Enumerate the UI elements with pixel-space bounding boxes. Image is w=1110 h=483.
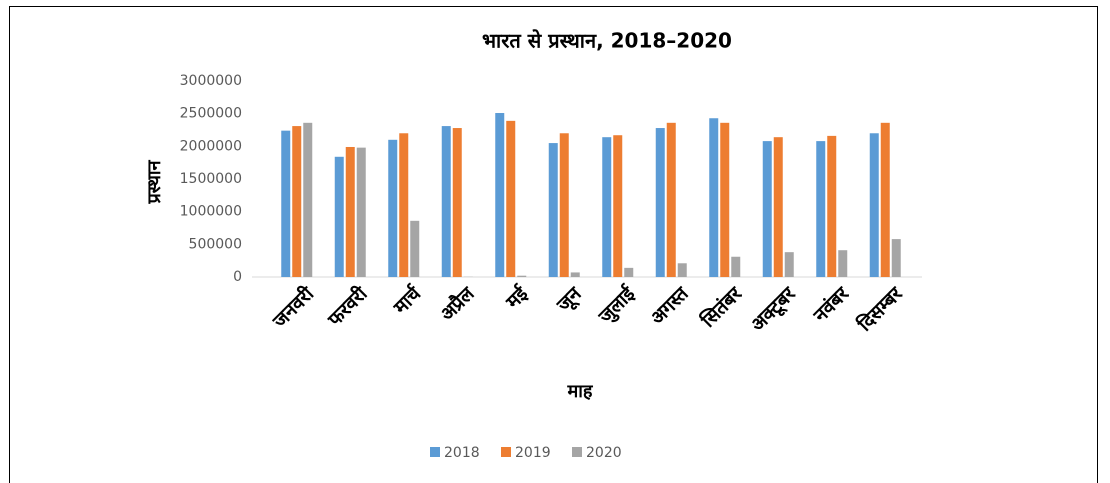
- bar: [506, 120, 516, 277]
- legend-swatch: [430, 447, 440, 457]
- bar: [709, 118, 719, 278]
- bar: [816, 141, 826, 277]
- bar: [334, 156, 344, 277]
- bar: [452, 128, 462, 277]
- bar: [303, 122, 313, 278]
- y-tick-label: 500000: [189, 236, 242, 252]
- y-tick-label: 2500000: [180, 106, 242, 122]
- bar: [281, 130, 291, 277]
- bar: [559, 133, 569, 277]
- bar: [655, 128, 665, 277]
- bar: [720, 122, 730, 278]
- bar: [410, 220, 420, 277]
- bar: [838, 250, 848, 277]
- bar: [602, 137, 612, 277]
- y-tick-label: 2000000: [180, 138, 242, 154]
- legend-label: 2019: [515, 445, 551, 461]
- bar: [495, 113, 505, 277]
- bar: [666, 122, 676, 278]
- bar: [827, 135, 837, 277]
- bar: [345, 146, 355, 277]
- bar: [399, 133, 409, 277]
- bar: [784, 252, 794, 277]
- chart-title: भारत से प्रस्थान, 2018–2020: [482, 29, 732, 53]
- bar: [762, 141, 772, 277]
- bar: [292, 126, 302, 277]
- bar: [356, 147, 366, 277]
- bar: [388, 139, 398, 277]
- y-axis-title: प्रस्थान: [144, 159, 165, 204]
- legend-swatch: [572, 447, 582, 457]
- legend-swatch: [501, 447, 511, 457]
- legend-label: 2018: [444, 445, 480, 461]
- bar: [441, 126, 451, 277]
- bar: [869, 133, 879, 277]
- bar: [624, 267, 634, 277]
- bar: [570, 272, 580, 277]
- y-tick-label: 0: [233, 269, 242, 285]
- x-axis-title: माह: [567, 381, 594, 402]
- y-tick-label: 1000000: [180, 204, 242, 220]
- bar: [880, 122, 890, 278]
- bar: [517, 275, 527, 277]
- y-tick-label: 1500000: [180, 171, 242, 187]
- bar: [677, 263, 687, 277]
- bar: [891, 239, 901, 277]
- bar: [731, 256, 741, 277]
- legend-label: 2020: [586, 445, 622, 461]
- bar: [613, 135, 623, 277]
- y-tick-label: 3000000: [180, 73, 242, 89]
- bar: [548, 143, 558, 277]
- bar: [773, 137, 783, 277]
